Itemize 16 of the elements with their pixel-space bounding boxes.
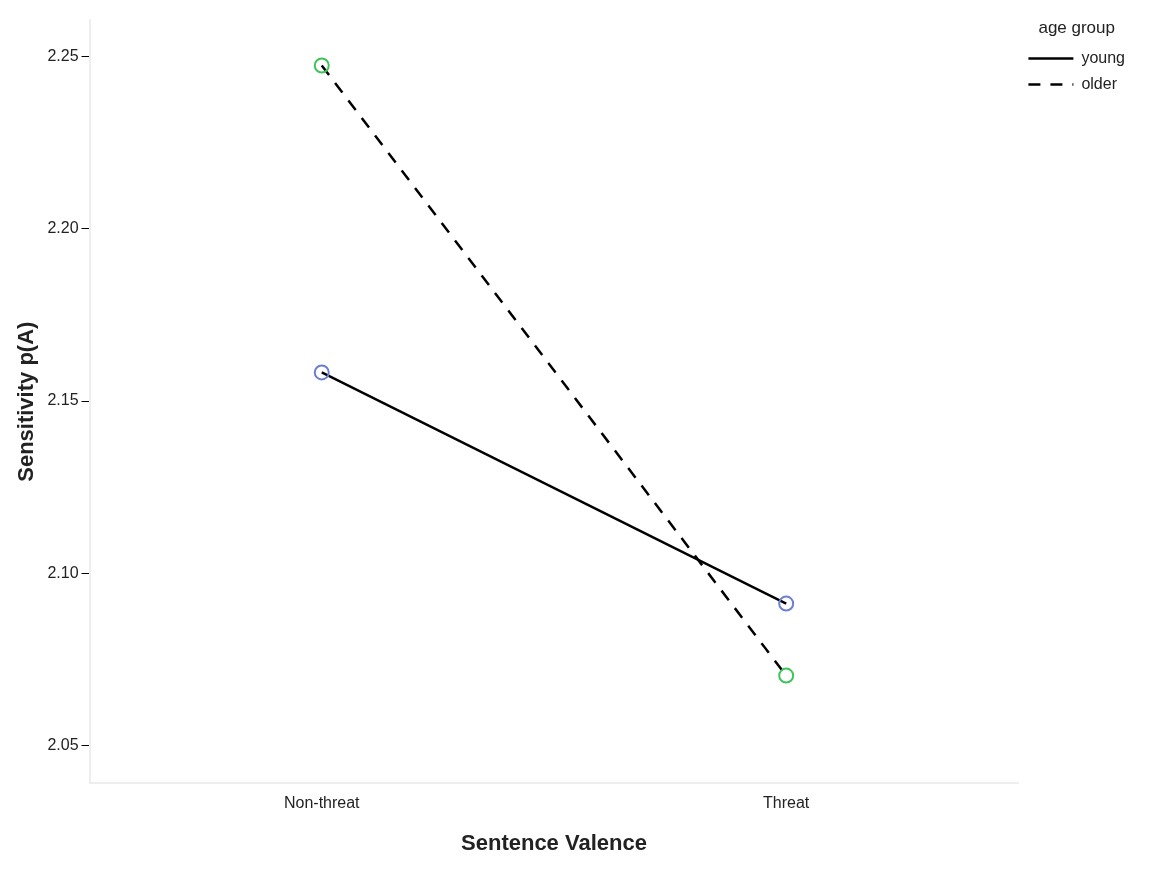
point <box>778 595 795 612</box>
y-tick-label: 2.15 <box>47 391 79 409</box>
x-tick-label: Non-threat <box>283 794 361 812</box>
legend-label: young <box>1081 48 1125 66</box>
y-axis-title: Sensitivity p(A) <box>13 321 39 482</box>
point <box>313 364 330 381</box>
y-tick-label: 2.10 <box>47 563 79 581</box>
point <box>778 667 795 684</box>
y-tick-label: 2.05 <box>47 735 79 753</box>
y-tick-label: 2.20 <box>47 219 79 237</box>
legend-title: age group <box>1038 18 1115 38</box>
x-axis-title: Sentence Valence <box>461 829 647 855</box>
x-tick-label: Threat <box>763 794 810 812</box>
y-tick-label: 2.25 <box>47 46 79 64</box>
legend-label: older <box>1081 74 1118 92</box>
point <box>313 57 330 74</box>
